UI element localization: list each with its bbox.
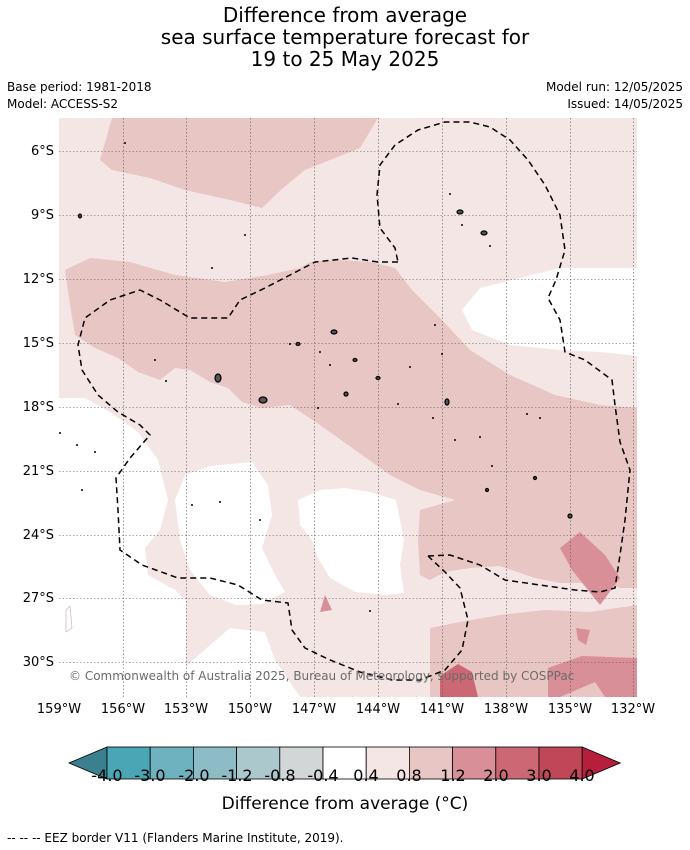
island-tuamotu-2 bbox=[330, 329, 338, 335]
sst-anomaly-field bbox=[59, 118, 637, 697]
island-tahiti bbox=[258, 396, 268, 404]
island-west-1 bbox=[77, 213, 83, 219]
copyright-notice: © Commonwealth of Australia 2025, Bureau… bbox=[69, 669, 575, 683]
island-leeward bbox=[214, 373, 222, 383]
meta-left: Base period: 1981-2018 Model: ACCESS-S2 bbox=[7, 79, 152, 113]
colorbar-tick: -3.0 bbox=[134, 766, 166, 785]
map-title: Difference from average sea surface temp… bbox=[0, 4, 690, 70]
island-tuamotu-4 bbox=[295, 341, 301, 347]
lat-label-24s: 24°S bbox=[22, 528, 54, 543]
island-tuamotu-3 bbox=[343, 391, 349, 397]
anomaly-patch-1.2-2.0-small bbox=[320, 595, 332, 612]
eez-border bbox=[77, 121, 631, 681]
colorbar-tick: 0.8 bbox=[396, 766, 422, 785]
issued-date: Issued: 14/05/2025 bbox=[567, 97, 683, 111]
island-austral-1 bbox=[484, 487, 490, 493]
islands bbox=[77, 209, 573, 519]
anomaly-band-1.2-2.0-southeast bbox=[548, 656, 637, 697]
near-average-patch-far-west bbox=[65, 605, 73, 633]
colorbar-tick: 1.2 bbox=[440, 766, 466, 785]
colorbar-swatch bbox=[495, 746, 540, 780]
near-average-region-south bbox=[298, 488, 404, 595]
colorbar-swatch bbox=[279, 746, 324, 780]
lon-label-141w: 141°W bbox=[419, 702, 465, 717]
lat-label-9s: 9°S bbox=[30, 208, 54, 223]
colorbar-title: Difference from average (°C) bbox=[221, 794, 469, 814]
colorbar-tick: 3.0 bbox=[526, 766, 552, 785]
colorbar bbox=[67, 746, 622, 780]
anomaly-band-2.0-3.0-south bbox=[440, 664, 478, 697]
colorbar-tick: -1.2 bbox=[221, 766, 253, 785]
lon-label-135w: 135°W bbox=[547, 702, 593, 717]
lon-label-138w: 138°W bbox=[483, 702, 529, 717]
colorbar-tick: -4.0 bbox=[91, 766, 123, 785]
colorbar-tick: -0.4 bbox=[307, 766, 339, 785]
colorbar-swatch bbox=[322, 746, 367, 780]
colorbar-swatch bbox=[106, 746, 151, 780]
island-gambier bbox=[567, 513, 573, 519]
colorbar-extend-high bbox=[581, 746, 622, 780]
island-tuamotu-5 bbox=[352, 357, 358, 363]
eez-footnote: -- -- -- EEZ border V11 (Flanders Marine… bbox=[7, 831, 344, 845]
colorbar-swatch bbox=[236, 746, 281, 780]
island-tuamotu-1 bbox=[444, 398, 450, 406]
colorbar-tick: 4.0 bbox=[569, 766, 595, 785]
anomaly-band-1.2-2.0-east bbox=[560, 532, 620, 605]
lon-label-132w: 132°W bbox=[610, 702, 656, 717]
anomaly-band-0.8-1.2-main bbox=[65, 258, 637, 588]
island-tuamotu-6 bbox=[375, 375, 381, 381]
colorbar-tick: 0.4 bbox=[353, 766, 379, 785]
lat-label-6s: 6°S bbox=[30, 144, 54, 159]
title-line-3: 19 to 25 May 2025 bbox=[250, 47, 440, 71]
anomaly-patch-1.2-2.0 bbox=[576, 628, 590, 645]
model-name: Model: ACCESS-S2 bbox=[7, 97, 119, 111]
title-line-2: sea surface temperature forecast for bbox=[160, 25, 530, 49]
near-average-region-east bbox=[462, 268, 637, 356]
island-austral-2 bbox=[532, 475, 538, 481]
colorbar-swatch bbox=[365, 746, 410, 780]
base-period: Base period: 1981-2018 bbox=[7, 80, 152, 94]
lon-label-147w: 147°W bbox=[291, 702, 337, 717]
island-marquesas-2 bbox=[480, 230, 488, 236]
title-line-1: Difference from average bbox=[222, 3, 468, 27]
anomaly-band-0.8-1.2-north bbox=[100, 118, 378, 208]
model-run: Model run: 12/05/2025 bbox=[545, 80, 683, 94]
colorbar-swatch bbox=[408, 746, 453, 780]
island-marquesas-1 bbox=[456, 209, 464, 215]
lon-label-153w: 153°W bbox=[163, 702, 209, 717]
lon-label-159w: 159°W bbox=[36, 702, 82, 717]
lat-label-30s: 30°S bbox=[22, 655, 54, 670]
near-average-region-central bbox=[175, 462, 285, 605]
lat-label-15s: 15°S bbox=[22, 336, 54, 351]
lat-label-18s: 18°S bbox=[22, 400, 54, 415]
colorbar-tick: -2.0 bbox=[178, 766, 210, 785]
lon-label-150w: 150°W bbox=[227, 702, 273, 717]
lat-label-21s: 21°S bbox=[22, 464, 54, 479]
colorbar-swatch bbox=[192, 746, 237, 780]
colorbar-tick: 2.0 bbox=[483, 766, 509, 785]
lon-label-144w: 144°W bbox=[355, 702, 401, 717]
near-average-region-west bbox=[59, 398, 186, 697]
lat-label-27s: 27°S bbox=[22, 591, 54, 606]
colorbar-swatch bbox=[538, 746, 583, 780]
lon-label-156w: 156°W bbox=[100, 702, 146, 717]
lat-label-12s: 12°S bbox=[22, 272, 54, 287]
meta-right: Model run: 12/05/2025 Issued: 14/05/2025 bbox=[546, 79, 683, 113]
colorbar-tick: -0.8 bbox=[264, 766, 296, 785]
atolls bbox=[59, 142, 541, 612]
